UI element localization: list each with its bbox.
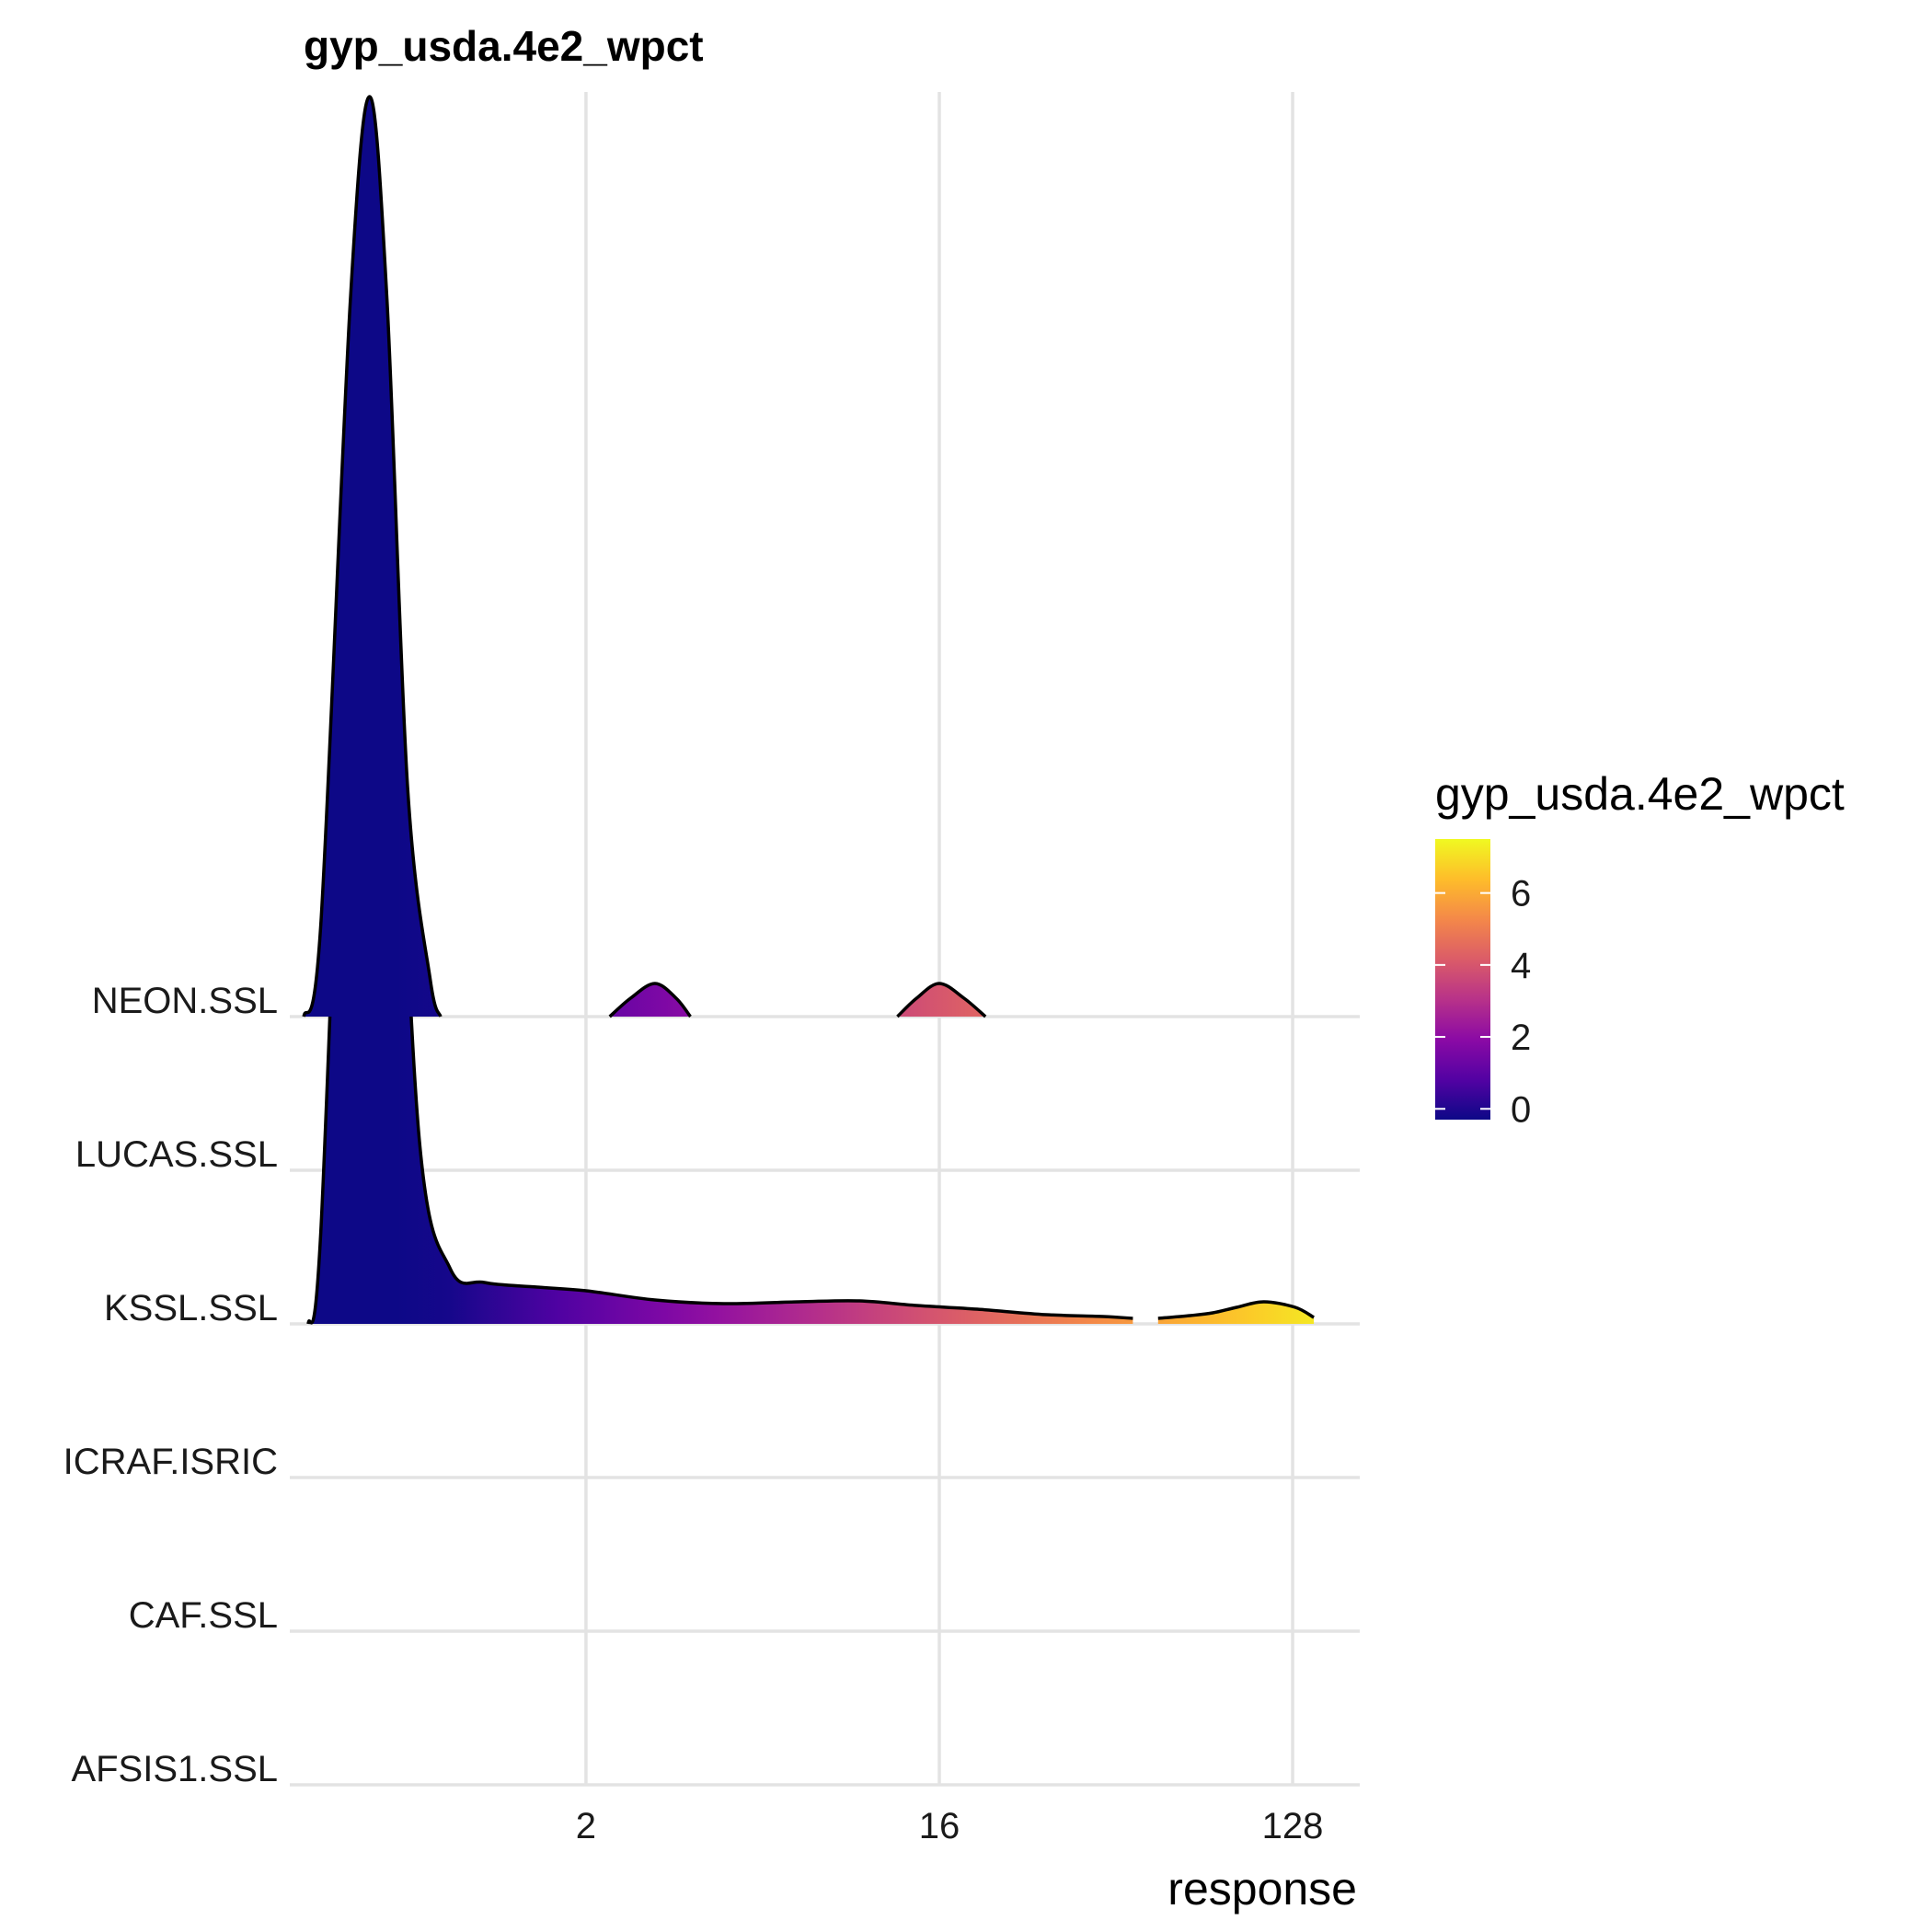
- y-tick-label-afsis1-ssl: AFSIS1.SSL: [71, 1749, 278, 1789]
- ridge-layer: [302, 95, 1315, 1325]
- legend: gyp_usda.4e2_wpct 0 2 4 6: [1435, 768, 1845, 1130]
- ridge-outline: [896, 982, 987, 1018]
- legend-title: gyp_usda.4e2_wpct: [1435, 768, 1845, 820]
- x-tick-label: 128: [1262, 1806, 1324, 1846]
- ridge-fill: [1157, 1302, 1315, 1324]
- legend-colorbar: [1435, 839, 1490, 1120]
- legend-tick-label: 6: [1511, 874, 1531, 914]
- ridge-outline: [1157, 1300, 1315, 1320]
- y-tick-label-lucas-ssl: LUCAS.SSL: [75, 1134, 278, 1175]
- ridge-fill: [897, 983, 986, 1017]
- grid-layer: [290, 92, 1360, 1787]
- x-axis-title: response: [1167, 1863, 1357, 1915]
- legend-tick-label: 4: [1511, 946, 1531, 986]
- ridge-kssl-ssl: [306, 396, 1315, 1325]
- ridge-outline: [306, 396, 1133, 1325]
- legend-tick-label: 2: [1511, 1018, 1531, 1058]
- y-tick-label-kssl-ssl: KSSL.SSL: [104, 1288, 278, 1328]
- ridge-fill: [308, 397, 1133, 1324]
- y-tick-label-neon-ssl: NEON.SSL: [92, 981, 278, 1021]
- chart-title: gyp_usda.4e2_wpct: [304, 22, 704, 70]
- ridge-outline: [608, 982, 692, 1018]
- legend-ticks: 0 2 4 6: [1435, 874, 1531, 1130]
- x-tick-label: 2: [576, 1806, 596, 1846]
- y-tick-label-icraf-isric: ICRAF.ISRIC: [63, 1442, 278, 1482]
- y-tick-label-caf-ssl: CAF.SSL: [129, 1595, 278, 1636]
- legend-tick-label: 0: [1511, 1089, 1531, 1130]
- ridge-fill: [609, 983, 691, 1017]
- label-layer: 2 16 128 NEON.SSL LUCAS.SSL KSSL.SSL ICRAF.ISR…: [63, 981, 1324, 1846]
- x-tick-label: 16: [919, 1806, 960, 1846]
- ridge-outline: [302, 95, 443, 1018]
- ridge-neon-ssl: [302, 95, 987, 1018]
